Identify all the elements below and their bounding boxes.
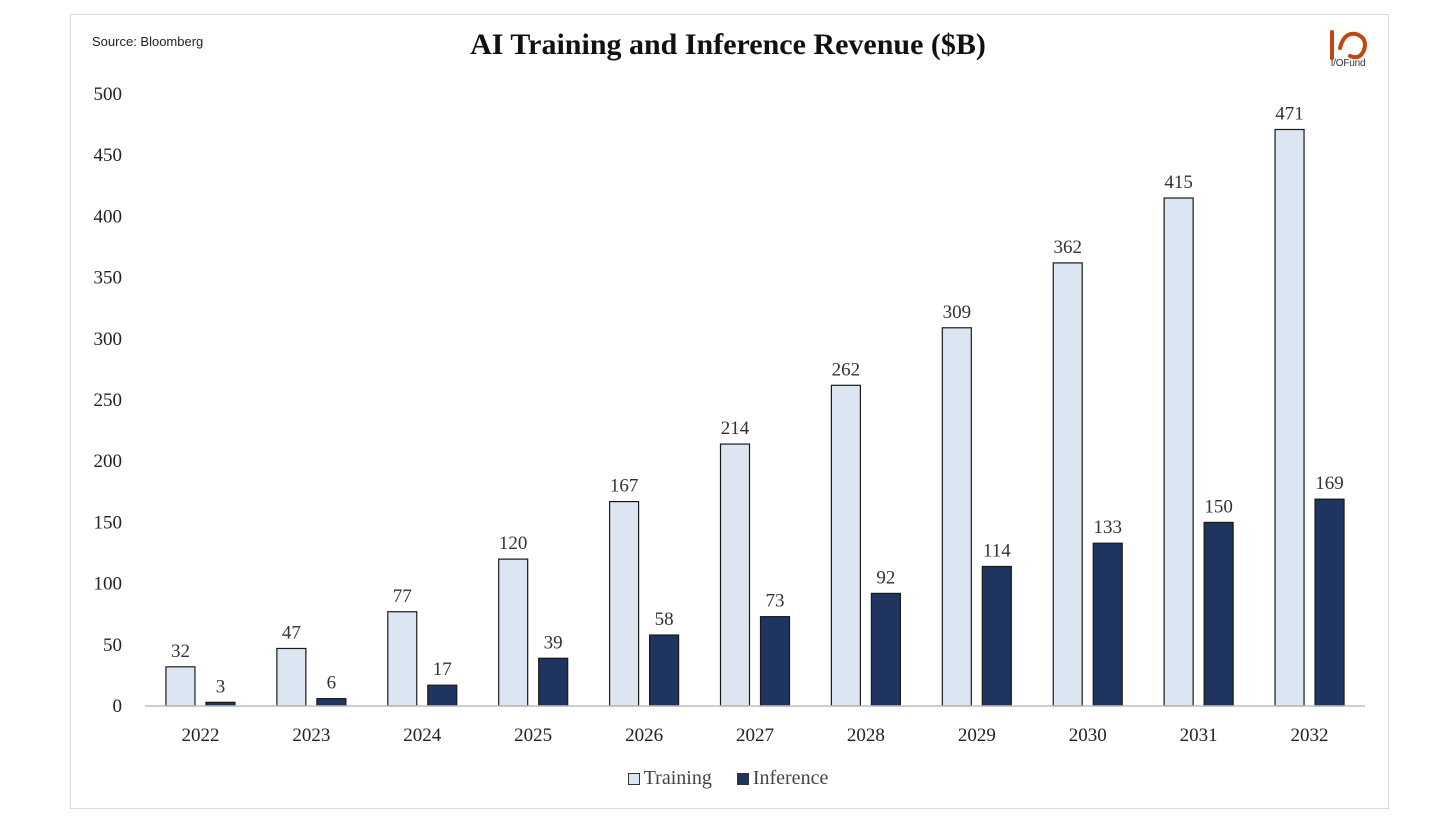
x-tick-label: 2025 xyxy=(514,725,552,746)
data-label-training: 47 xyxy=(282,622,301,643)
x-tick-label: 2023 xyxy=(292,725,330,746)
data-label-inference: 3 xyxy=(216,676,226,697)
legend: Training Inference xyxy=(0,767,1456,791)
data-label-inference: 73 xyxy=(766,591,785,612)
legend-swatch-training xyxy=(627,772,640,785)
bar-inference xyxy=(316,698,347,707)
bar-training xyxy=(498,558,529,707)
y-tick-label: 100 xyxy=(94,574,123,595)
bar-inference xyxy=(981,565,1012,707)
data-label-training: 167 xyxy=(610,476,639,497)
bar-training xyxy=(165,666,196,707)
chart-title: AI Training and Inference Revenue ($B) xyxy=(470,28,986,61)
x-tick-label: 2030 xyxy=(1069,725,1107,746)
bar-inference xyxy=(427,684,458,707)
logo-text: I/OFund xyxy=(1330,58,1366,69)
source-note: Source: Bloomberg xyxy=(92,34,204,49)
data-label-inference: 39 xyxy=(544,632,563,653)
bar-training xyxy=(387,611,418,707)
bar-training xyxy=(1052,262,1083,707)
y-tick-label: 200 xyxy=(94,451,123,472)
data-label-inference: 92 xyxy=(876,567,895,588)
data-label-inference: 150 xyxy=(1204,496,1233,517)
bar-training xyxy=(276,647,307,707)
x-tick-label: 2028 xyxy=(847,725,885,746)
data-label-training: 262 xyxy=(832,359,861,380)
y-tick-label: 400 xyxy=(94,206,123,227)
y-axis-ticks: 0 50 100 150 200 250 300 350 400 450 500 xyxy=(94,84,123,717)
legend-item-training: Training xyxy=(627,767,712,790)
x-tick-label: 2032 xyxy=(1291,725,1329,746)
x-tick-label: 2024 xyxy=(403,725,442,746)
data-label-inference: 169 xyxy=(1315,473,1344,494)
data-label-inference: 114 xyxy=(983,540,1011,561)
data-label-inference: 58 xyxy=(655,609,674,630)
y-tick-label: 250 xyxy=(94,390,123,411)
legend-swatch-inference xyxy=(736,772,749,785)
bar-inference xyxy=(759,616,791,707)
bar-training xyxy=(830,384,862,707)
bar-training xyxy=(1163,197,1194,707)
y-tick-label: 450 xyxy=(94,145,123,166)
data-label-training: 214 xyxy=(721,418,750,439)
data-label-inference: 17 xyxy=(433,659,452,680)
x-tick-label: 2027 xyxy=(736,725,774,746)
bar-training xyxy=(941,327,972,707)
bar-training xyxy=(608,500,640,707)
bars xyxy=(165,128,1345,707)
legend-item-inference: Inference xyxy=(736,767,829,790)
io-logo-icon xyxy=(1330,30,1367,60)
y-tick-label: 150 xyxy=(94,512,123,533)
legend-label-training: Training xyxy=(643,767,712,789)
y-tick-label: 0 xyxy=(113,696,123,717)
bar-inference xyxy=(648,634,680,707)
y-tick-label: 300 xyxy=(94,329,123,350)
data-label-training: 32 xyxy=(171,641,190,662)
bar-inference xyxy=(1314,498,1345,707)
legend-label-inference: Inference xyxy=(752,767,829,789)
bar-inference xyxy=(870,592,902,707)
bar-training xyxy=(719,443,751,707)
data-label-training: 120 xyxy=(499,533,528,554)
bar-inference xyxy=(1203,521,1234,707)
data-label-training: 77 xyxy=(393,586,412,607)
bar-inference xyxy=(1092,542,1123,707)
data-label-training: 415 xyxy=(1164,172,1193,193)
bar-inference xyxy=(538,657,569,707)
y-tick-label: 50 xyxy=(103,635,122,656)
bar-training xyxy=(1274,128,1305,707)
data-labels: 32 3 47 6 77 17 120 39 167 58 214 73 262 92 309 114 362 1… xyxy=(171,103,1344,697)
x-tick-label: 2031 xyxy=(1180,725,1218,746)
y-tick-label: 350 xyxy=(94,268,123,289)
data-label-training: 362 xyxy=(1053,237,1082,258)
y-tick-label: 500 xyxy=(94,84,123,105)
data-label-inference: 133 xyxy=(1093,517,1122,538)
x-axis-ticks: 2022 2023 2024 2025 2026 2027 2028 2029 2030 2031… xyxy=(181,725,1328,746)
x-tick-label: 2022 xyxy=(181,725,219,746)
data-label-training: 309 xyxy=(943,302,972,323)
x-tick-label: 2026 xyxy=(625,725,663,746)
data-label-training: 471 xyxy=(1275,103,1304,124)
x-tick-label: 2029 xyxy=(958,725,996,746)
data-label-inference: 6 xyxy=(327,673,337,694)
